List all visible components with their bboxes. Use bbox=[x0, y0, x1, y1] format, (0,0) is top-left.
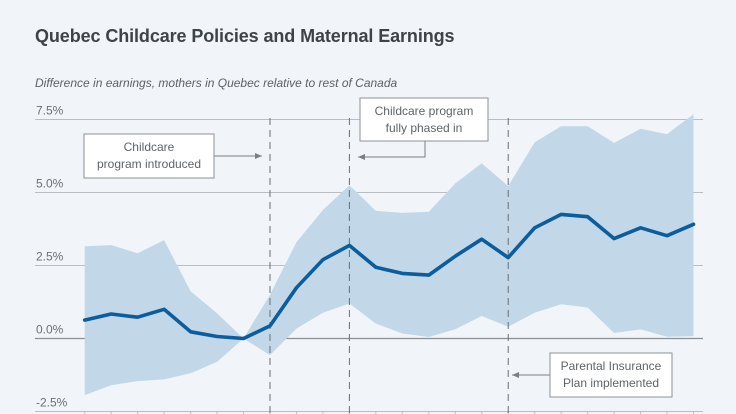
confidence-band bbox=[84, 114, 694, 396]
annotation-text: Childcare bbox=[124, 140, 175, 154]
annotation-text: program introduced bbox=[97, 157, 201, 171]
annotations: Childcare program introduced Childcare pro… bbox=[83, 97, 673, 398]
chart-subtitle: Difference in earnings, mothers in Quebe… bbox=[35, 76, 398, 90]
chart-title: Quebec Childcare Policies and Maternal E… bbox=[35, 26, 455, 46]
annotation-box bbox=[359, 97, 489, 142]
arrow-head-icon bbox=[512, 372, 519, 378]
confidence-band-layer bbox=[84, 114, 694, 396]
annotation-box bbox=[549, 352, 673, 398]
annotation-text: fully phased in bbox=[386, 121, 463, 135]
annotation-text: Plan implemented bbox=[563, 376, 659, 390]
annotation-connector bbox=[358, 141, 426, 158]
y-tick-label: 5.0% bbox=[36, 177, 64, 191]
estimate-line-layer bbox=[82, 212, 696, 341]
gridlines: 7.5% 5.0% 2.5% 0.0% -2.5% bbox=[35, 104, 703, 412]
y-tick-label: -2.5% bbox=[36, 396, 68, 410]
y-tick-label: 2.5% bbox=[36, 250, 64, 264]
y-tick-label: 7.5% bbox=[36, 104, 64, 118]
event-lines bbox=[269, 118, 509, 414]
annotation-text: Childcare program bbox=[375, 104, 474, 118]
annotation-box bbox=[83, 133, 215, 179]
y-tick-label: 0.0% bbox=[36, 323, 64, 337]
arrow-head-icon bbox=[358, 154, 365, 160]
annotation-text: Parental Insurance bbox=[561, 359, 662, 373]
estimate-line bbox=[82, 212, 696, 341]
arrow-head-icon bbox=[255, 153, 262, 159]
